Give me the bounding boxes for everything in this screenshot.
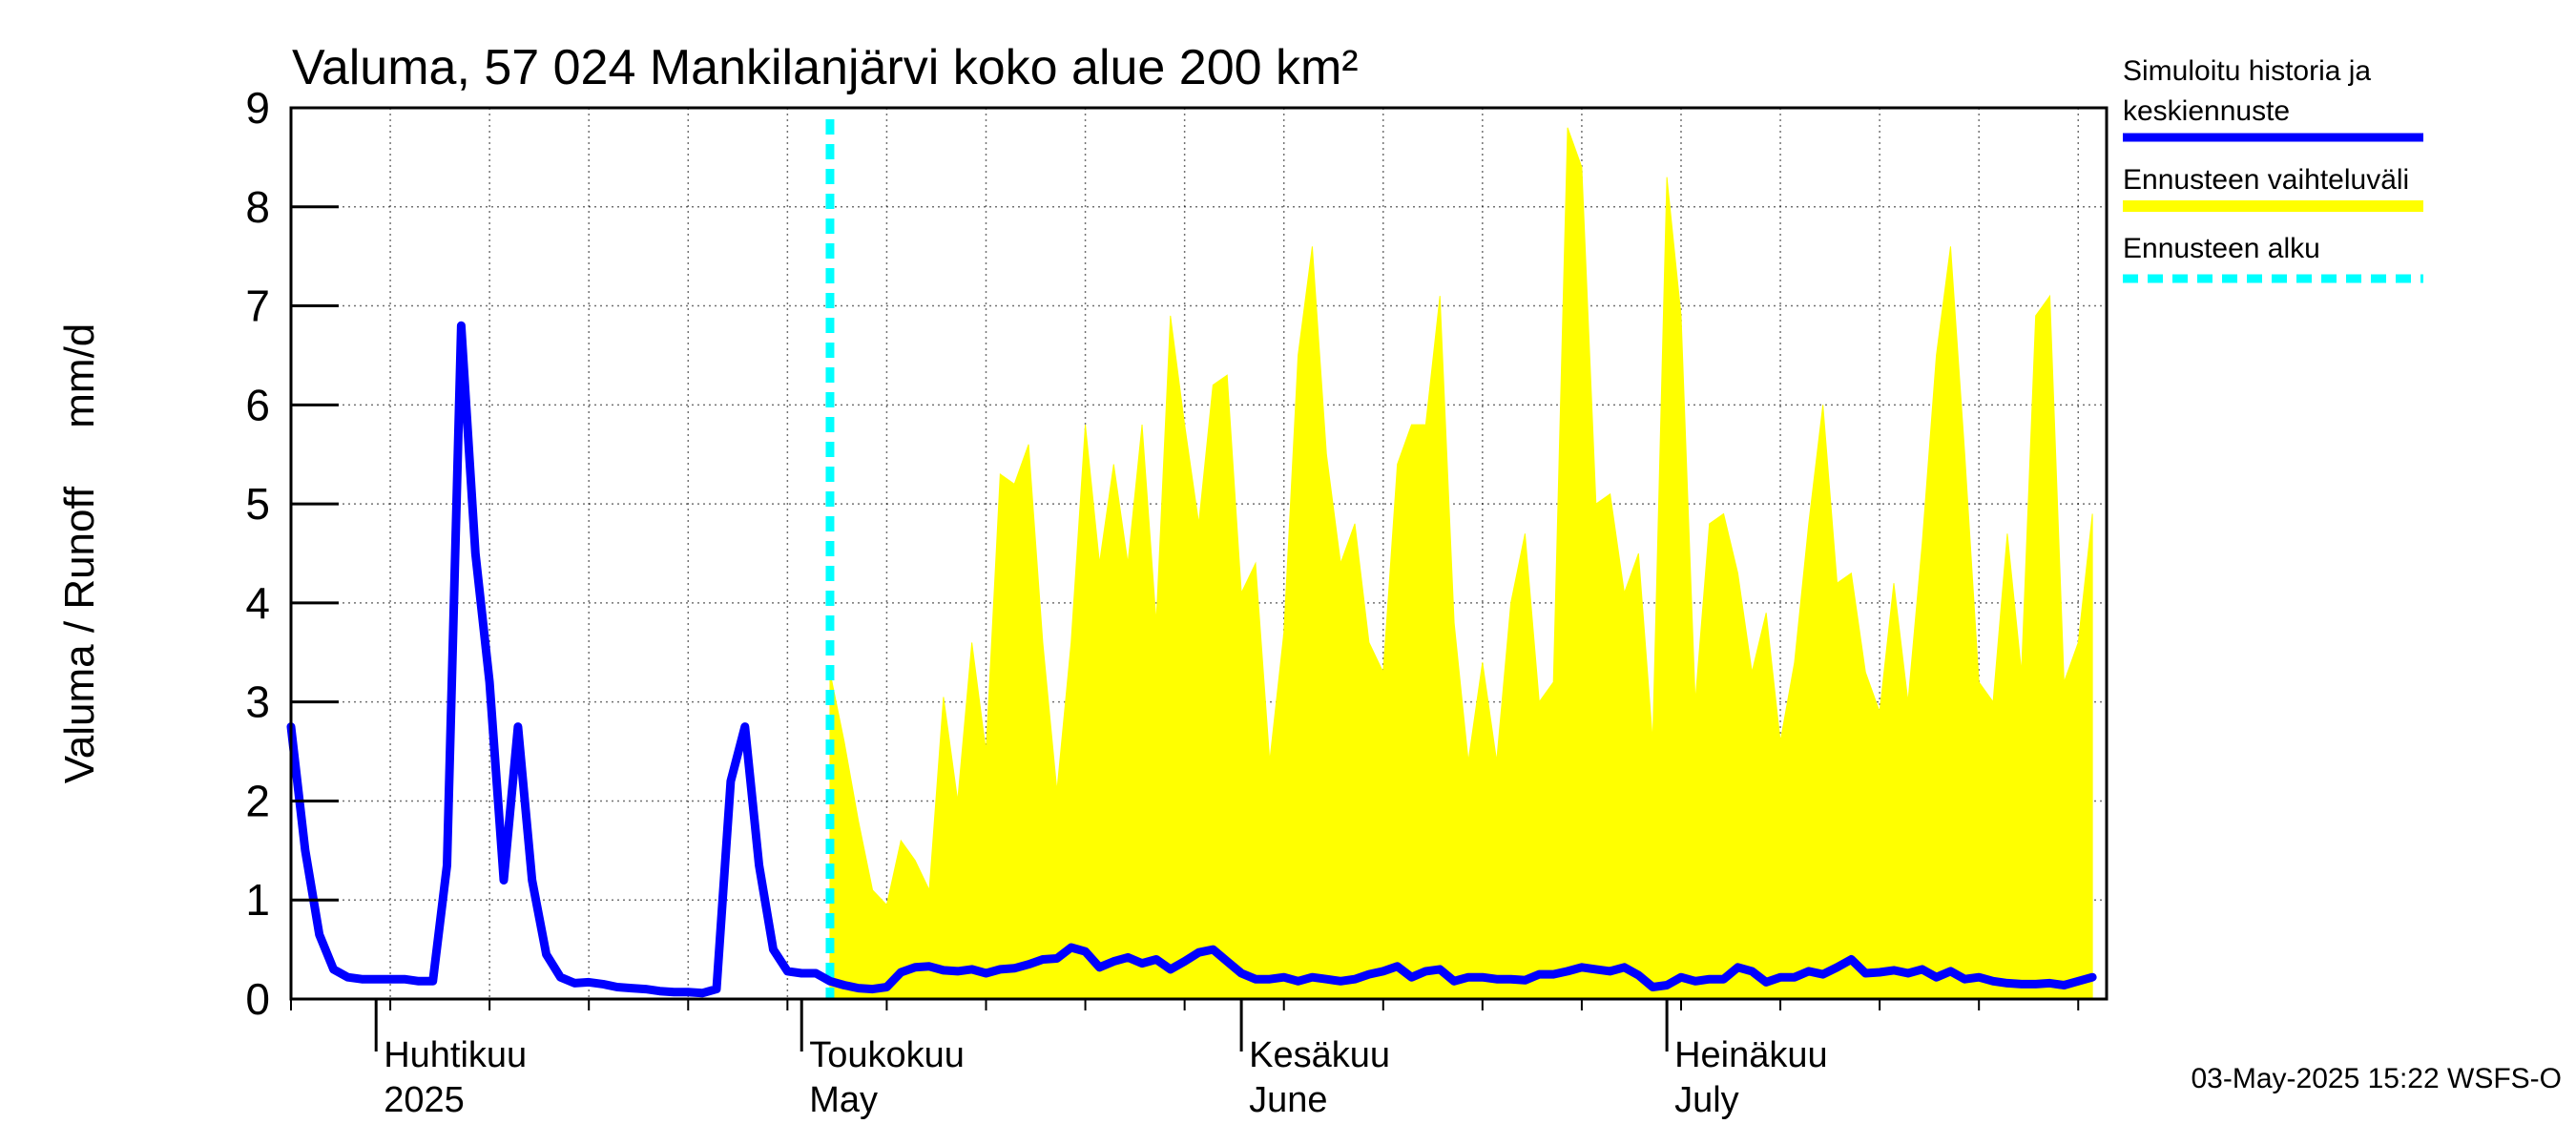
y-tick-label: 9 xyxy=(245,83,270,133)
chart-legend: Simuloitu historia ja keskiennuste Ennus… xyxy=(2123,55,2423,283)
x-month-label-line2: June xyxy=(1249,1080,1327,1120)
y-tick-label: 5 xyxy=(245,479,270,529)
y-tick-label: 8 xyxy=(245,182,270,232)
timestamp-footer: 03-May-2025 15:22 WSFS-O xyxy=(2192,1063,2563,1094)
legend-label-simulated-line1: Simuloitu historia ja xyxy=(2123,55,2371,87)
y-tick-label: 4 xyxy=(245,578,270,628)
y-tick-label: 7 xyxy=(245,281,270,331)
forecast-range-band xyxy=(829,127,2093,1000)
x-month-label-line2: July xyxy=(1674,1080,1739,1120)
simulated-runoff-line xyxy=(286,321,2097,998)
y-tick-label: 6 xyxy=(245,380,270,429)
chart-title: Valuma, 57 024 Mankilanjärvi koko alue 2… xyxy=(292,40,1359,95)
legend-label-simulated-line2: keskiennuste xyxy=(2123,95,2290,127)
y-tick-label: 3 xyxy=(245,677,270,727)
x-month-label-line1: Kesäkuu xyxy=(1249,1035,1390,1075)
x-month-label-line1: Toukokuu xyxy=(809,1035,965,1075)
y-tick-labels: 0 1 2 3 4 5 6 7 8 9 xyxy=(245,83,270,1024)
legend-label-forecast-start: Ennusteen alku xyxy=(2123,233,2320,264)
forecast-range-area xyxy=(829,127,2093,1000)
x-month-label-line1: Heinäkuu xyxy=(1674,1035,1828,1075)
x-month-label-line2: 2025 xyxy=(384,1080,465,1120)
x-month-label-line1: Huhtikuu xyxy=(384,1035,527,1075)
y-tick-label: 0 xyxy=(245,974,270,1024)
simulated-runoff-series xyxy=(286,321,2097,998)
y-axis-label: Valuma / Runoff mm/d xyxy=(56,323,103,784)
y-tick-label: 1 xyxy=(245,875,270,925)
y-tick-label: 2 xyxy=(245,776,270,825)
plot-frame xyxy=(289,106,2109,1001)
legend-label-range: Ennusteen vaihteluväli xyxy=(2123,164,2409,196)
axes xyxy=(289,106,2109,1051)
x-month-label-line2: May xyxy=(809,1080,878,1120)
x-month-labels: Huhtikuu 2025 Toukokuu May Kesäkuu June Heinäk… xyxy=(384,1035,1827,1120)
